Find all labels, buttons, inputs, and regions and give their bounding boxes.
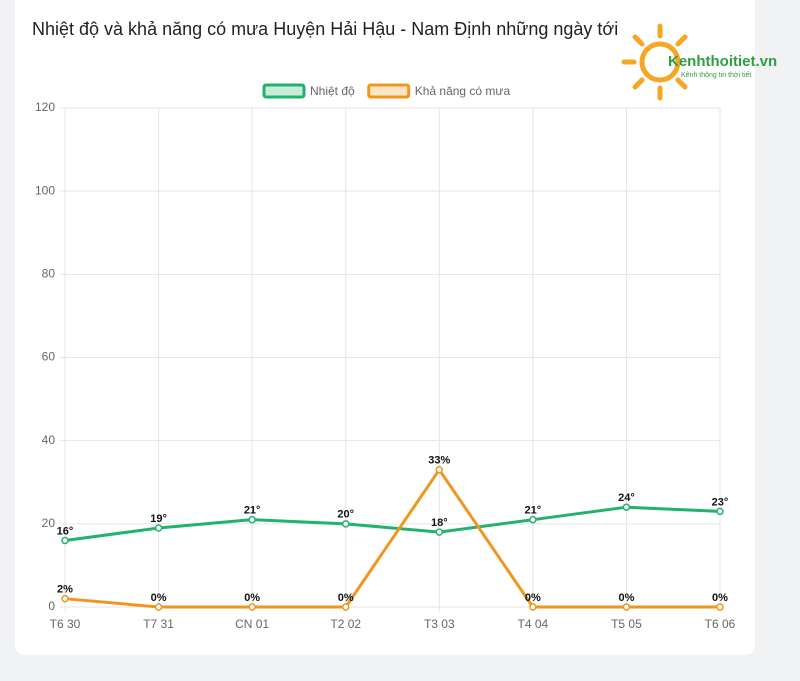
y-tick-label: 100: [35, 183, 55, 197]
legend-swatch: [367, 83, 411, 99]
legend-label: Nhiệt độ: [310, 84, 355, 98]
value-label: 0%: [525, 592, 541, 604]
value-label: 0%: [712, 592, 728, 604]
logo-icon: [621, 23, 688, 101]
legend-label: Khả năng có mưa: [415, 84, 511, 98]
value-label: 21°: [244, 505, 261, 517]
y-tick-label: 40: [42, 433, 56, 447]
x-tick-label: T7 31: [143, 617, 174, 631]
y-tick-label: 0: [48, 599, 55, 613]
point: [622, 603, 631, 611]
value-label: 24°: [618, 492, 635, 504]
point: [154, 603, 163, 611]
point: [154, 524, 163, 532]
value-label: 19°: [150, 513, 167, 525]
value-label: 2%: [57, 584, 73, 596]
x-tick-label: CN 01: [235, 617, 269, 631]
point: [435, 528, 444, 536]
value-label: 0%: [338, 592, 354, 604]
point: [61, 594, 69, 603]
y-tick-label: 80: [42, 267, 56, 281]
value-label: 20°: [337, 509, 354, 521]
x-tick-label: T5 05: [611, 617, 642, 631]
series-line: [64, 467, 720, 609]
y-tick-label: 120: [35, 100, 55, 114]
x-tick-label: T6 30: [50, 617, 81, 631]
value-label: 0%: [151, 592, 167, 604]
point: [716, 507, 724, 516]
card: [15, 0, 755, 655]
point: [435, 466, 444, 474]
point: [529, 515, 537, 524]
x-tick-label: T4 04: [518, 617, 549, 631]
x-tick-label: T3 03: [424, 617, 455, 631]
point: [341, 603, 350, 611]
y-tick-label: 20: [42, 516, 56, 530]
point: [248, 515, 256, 524]
logo-name: Kenhthoitiet.vn: [668, 53, 777, 70]
point: [529, 603, 537, 611]
value-label: 0%: [244, 592, 260, 604]
value-label: 23°: [712, 496, 729, 508]
logo-tagline: Kênh thông tin thời tiết: [681, 70, 751, 79]
series-line: [64, 505, 721, 542]
point: [341, 520, 350, 528]
point: [61, 536, 69, 545]
point: [248, 603, 256, 611]
value-label: 18°: [431, 517, 448, 529]
value-label: 0%: [618, 592, 634, 604]
value-label: 33%: [428, 455, 450, 467]
point: [716, 603, 724, 611]
x-tick-label: T2 02: [330, 617, 361, 631]
chart-title: Nhiệt độ và khả năng có mưa Huyện Hải Hậ…: [32, 19, 618, 39]
value-label: 21°: [525, 505, 542, 517]
y-tick-label: 60: [42, 350, 56, 364]
value-label: 16°: [57, 525, 74, 537]
legend-swatch: [262, 83, 306, 99]
point: [622, 503, 631, 511]
x-tick-label: T6 06: [705, 617, 736, 631]
